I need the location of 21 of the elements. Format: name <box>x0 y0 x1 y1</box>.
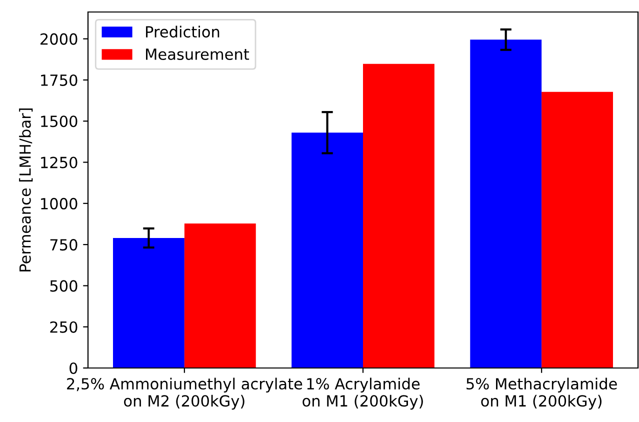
y-tick-label: 0 <box>70 362 78 374</box>
bar <box>184 223 256 368</box>
y-axis-title: Permeance [LMH/bar] <box>19 108 33 272</box>
bar <box>363 64 434 368</box>
y-tick-label: 1250 <box>41 156 78 168</box>
x-tick-label: 5% Methacrylamide on M1 (200kGy) <box>466 378 617 410</box>
y-tick-label: 1500 <box>41 116 78 128</box>
bar <box>542 92 613 368</box>
bar <box>292 132 363 368</box>
y-tick-label: 750 <box>50 239 78 251</box>
y-tick-label: 2000 <box>40 33 78 45</box>
x-tick-label: 2,5% Ammoniumethyl acrylate on M2 (200kGy) <box>67 378 302 410</box>
x-tick-label: 1% Acrylamide on M1 (200kGy) <box>302 378 423 410</box>
bar <box>470 40 542 368</box>
y-tick-label: 1750 <box>41 74 78 86</box>
y-tick-label: 250 <box>50 321 78 333</box>
y-tick-label: 1000 <box>41 198 78 210</box>
bar <box>113 238 184 368</box>
y-tick-label: 500 <box>50 280 78 292</box>
legend-label: Prediction <box>146 26 220 38</box>
legend-label: Measurement <box>146 48 250 60</box>
